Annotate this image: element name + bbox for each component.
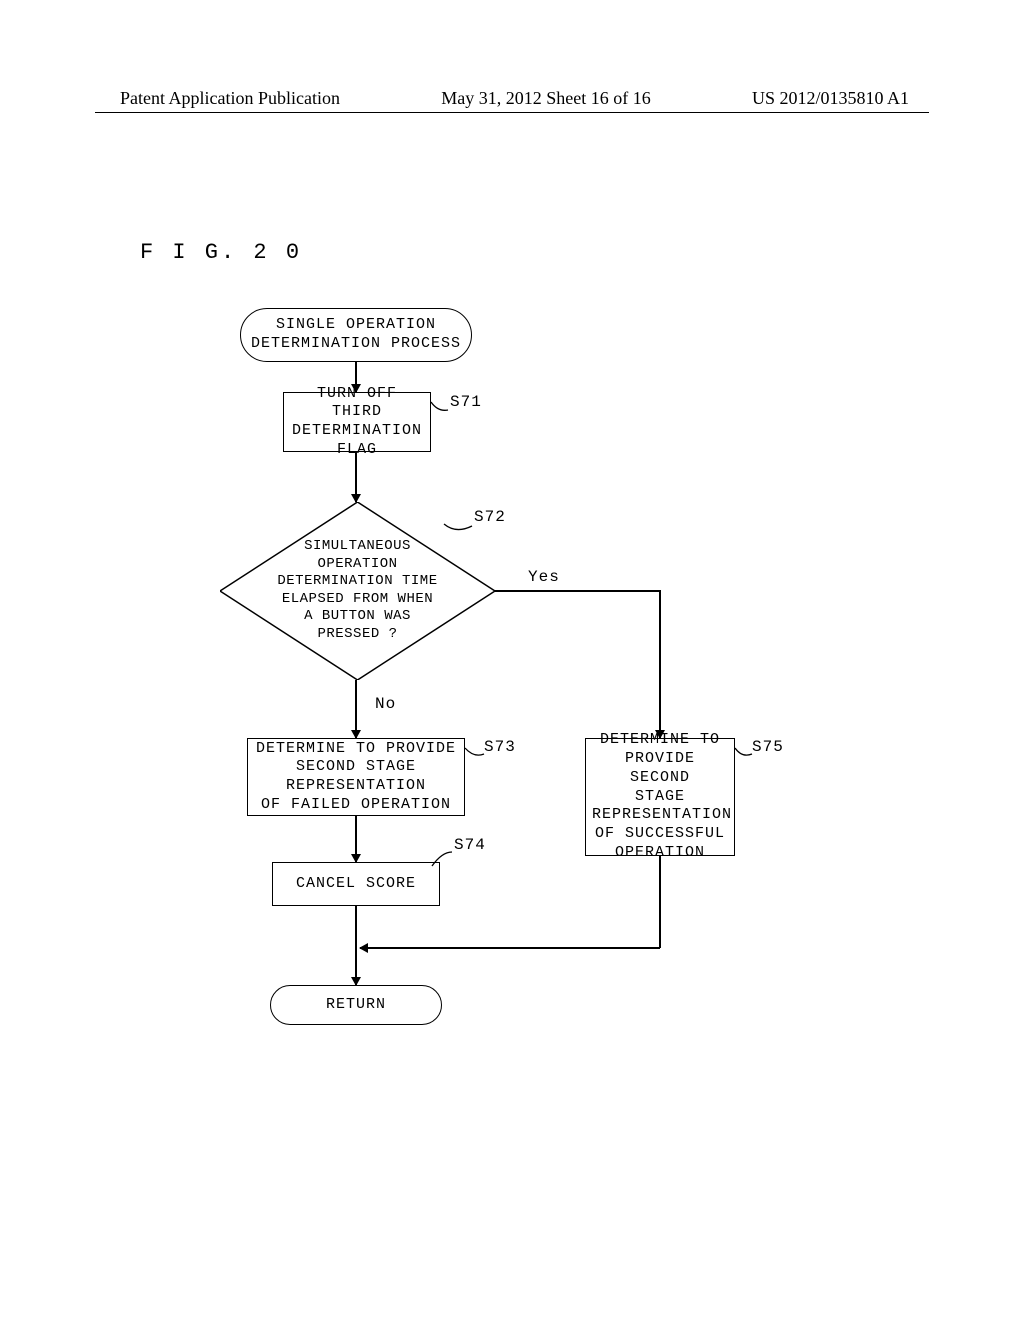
s75-text: DETERMINE TO PROVIDE SECOND STAGE REPRES… xyxy=(592,731,728,862)
s75-box: DETERMINE TO PROVIDE SECOND STAGE REPRES… xyxy=(585,738,735,856)
s71-text: TURN OFF THIRD DETERMINATION FLAG xyxy=(290,385,424,460)
s74-text: CANCEL SCORE xyxy=(279,875,433,894)
s73-label: S73 xyxy=(484,738,516,756)
return-terminal: RETURN xyxy=(270,985,442,1025)
s71-box: TURN OFF THIRD DETERMINATION FLAG xyxy=(283,392,431,452)
header-left: Patent Application Publication xyxy=(120,88,340,109)
arrow-s73-s74 xyxy=(355,816,357,862)
page-header: Patent Application Publication May 31, 2… xyxy=(0,88,1024,109)
no-arrow-down xyxy=(355,680,357,738)
header-right: US 2012/0135810 A1 xyxy=(752,88,909,109)
arrow-s71-s72 xyxy=(355,452,357,502)
s74-leader xyxy=(430,840,456,868)
s74-label: S74 xyxy=(454,836,486,854)
start-text: SINGLE OPERATION DETERMINATION PROCESS xyxy=(241,316,471,354)
yes-hline xyxy=(495,590,660,592)
arrow-merge-return xyxy=(355,947,357,985)
s72-text: SIMULTANEOUS OPERATION DETERMINATION TIM… xyxy=(220,538,495,643)
s75-leader xyxy=(734,738,756,764)
header-center: May 31, 2012 Sheet 16 of 16 xyxy=(441,88,650,109)
s75-down xyxy=(659,856,661,948)
s75-label: S75 xyxy=(752,738,784,756)
s72-leader xyxy=(442,512,476,538)
start-terminal: SINGLE OPERATION DETERMINATION PROCESS xyxy=(240,308,472,362)
figure-label: F I G. 2 0 xyxy=(140,240,302,265)
s73-text: DETERMINE TO PROVIDE SECOND STAGE REPRES… xyxy=(254,740,458,815)
s74-down xyxy=(355,906,357,948)
s73-leader xyxy=(464,738,488,764)
s72-label: S72 xyxy=(474,508,506,526)
return-text: RETURN xyxy=(271,996,441,1015)
s71-label: S71 xyxy=(450,393,482,411)
yes-arrow-down xyxy=(659,590,661,738)
header-rule xyxy=(95,112,929,113)
s74-box: CANCEL SCORE xyxy=(272,862,440,906)
s71-leader xyxy=(430,392,452,420)
s73-box: DETERMINE TO PROVIDE SECOND STAGE REPRES… xyxy=(247,738,465,816)
merge-hline xyxy=(360,947,660,949)
yes-label: Yes xyxy=(528,568,560,586)
no-label: No xyxy=(375,695,396,713)
